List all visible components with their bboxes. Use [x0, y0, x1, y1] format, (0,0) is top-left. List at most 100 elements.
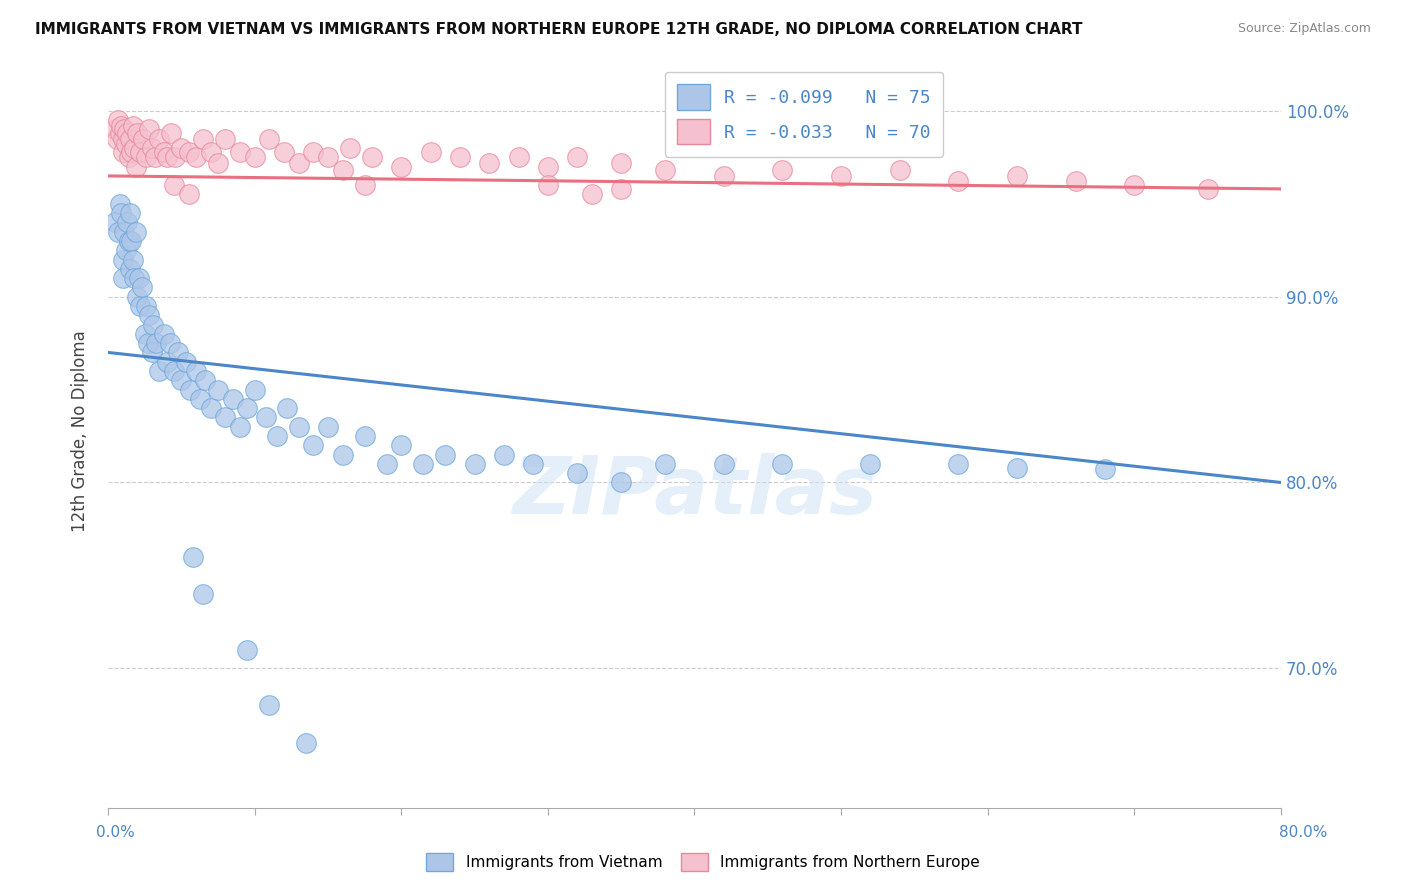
Point: [122, 119, 145, 133]
Text: ZIPatlas: ZIPatlas: [512, 452, 877, 531]
Point: [110, 119, 132, 133]
Point: [145, 336, 167, 351]
Point: [859, 457, 882, 471]
Point: [449, 150, 471, 164]
Point: [302, 145, 325, 159]
Point: [120, 145, 142, 159]
Point: [266, 429, 288, 443]
Point: [112, 225, 135, 239]
Point: [654, 163, 676, 178]
Point: [194, 373, 217, 387]
Point: [353, 429, 375, 443]
Point: [143, 150, 166, 164]
Point: [375, 457, 398, 471]
Point: [159, 336, 181, 351]
Point: [177, 187, 200, 202]
Point: [122, 252, 145, 267]
Point: [193, 587, 215, 601]
Point: [332, 448, 354, 462]
Point: [537, 160, 560, 174]
Point: [419, 145, 441, 159]
Point: [118, 206, 141, 220]
Point: [243, 150, 266, 164]
Point: [889, 163, 911, 178]
Point: [713, 457, 735, 471]
Point: [174, 354, 197, 368]
Point: [111, 145, 134, 159]
Point: [353, 178, 375, 193]
Point: [177, 145, 200, 159]
Point: [193, 132, 215, 146]
Point: [138, 308, 160, 322]
Point: [129, 145, 152, 159]
Point: [118, 132, 141, 146]
Point: [287, 156, 309, 170]
Point: [104, 122, 127, 136]
Point: [948, 457, 970, 471]
Point: [772, 457, 794, 471]
Point: [567, 150, 589, 164]
Point: [207, 383, 229, 397]
Point: [114, 244, 136, 258]
Point: [522, 457, 544, 471]
Point: [1123, 178, 1146, 193]
Point: [124, 271, 146, 285]
Point: [131, 280, 153, 294]
Point: [127, 126, 149, 140]
Point: [287, 419, 309, 434]
Point: [229, 145, 252, 159]
Point: [128, 271, 150, 285]
Point: [654, 457, 676, 471]
Point: [104, 215, 127, 229]
Point: [125, 160, 148, 174]
Point: [190, 392, 212, 406]
Point: [179, 383, 201, 397]
Point: [567, 466, 589, 480]
Point: [389, 438, 412, 452]
Point: [236, 642, 259, 657]
Point: [134, 326, 156, 341]
Point: [160, 126, 183, 140]
Point: [125, 225, 148, 239]
Point: [434, 448, 457, 462]
Point: [537, 178, 560, 193]
Point: [141, 141, 163, 155]
Point: [170, 141, 193, 155]
Text: Source: ZipAtlas.com: Source: ZipAtlas.com: [1237, 22, 1371, 36]
Point: [184, 364, 207, 378]
Point: [339, 141, 361, 155]
Point: [148, 364, 170, 378]
Point: [610, 475, 633, 490]
Point: [117, 150, 139, 164]
Text: 80.0%: 80.0%: [1279, 825, 1327, 840]
Point: [110, 206, 132, 220]
Point: [111, 132, 134, 146]
Point: [243, 383, 266, 397]
Point: [581, 187, 603, 202]
Point: [163, 364, 186, 378]
Point: [302, 438, 325, 452]
Point: [120, 234, 142, 248]
Point: [361, 150, 384, 164]
Point: [772, 163, 794, 178]
Point: [259, 132, 281, 146]
Point: [141, 345, 163, 359]
Point: [112, 122, 135, 136]
Point: [156, 150, 179, 164]
Point: [1005, 169, 1028, 183]
Point: [221, 392, 243, 406]
Point: [316, 150, 339, 164]
Point: [508, 150, 530, 164]
Text: 0.0%: 0.0%: [96, 825, 135, 840]
Point: [181, 549, 204, 564]
Point: [1197, 182, 1219, 196]
Point: [107, 113, 129, 128]
Point: [115, 126, 138, 140]
Point: [200, 401, 222, 416]
Point: [111, 252, 134, 267]
Point: [236, 401, 259, 416]
Point: [492, 448, 515, 462]
Point: [610, 182, 633, 196]
Point: [124, 141, 146, 155]
Point: [156, 354, 179, 368]
